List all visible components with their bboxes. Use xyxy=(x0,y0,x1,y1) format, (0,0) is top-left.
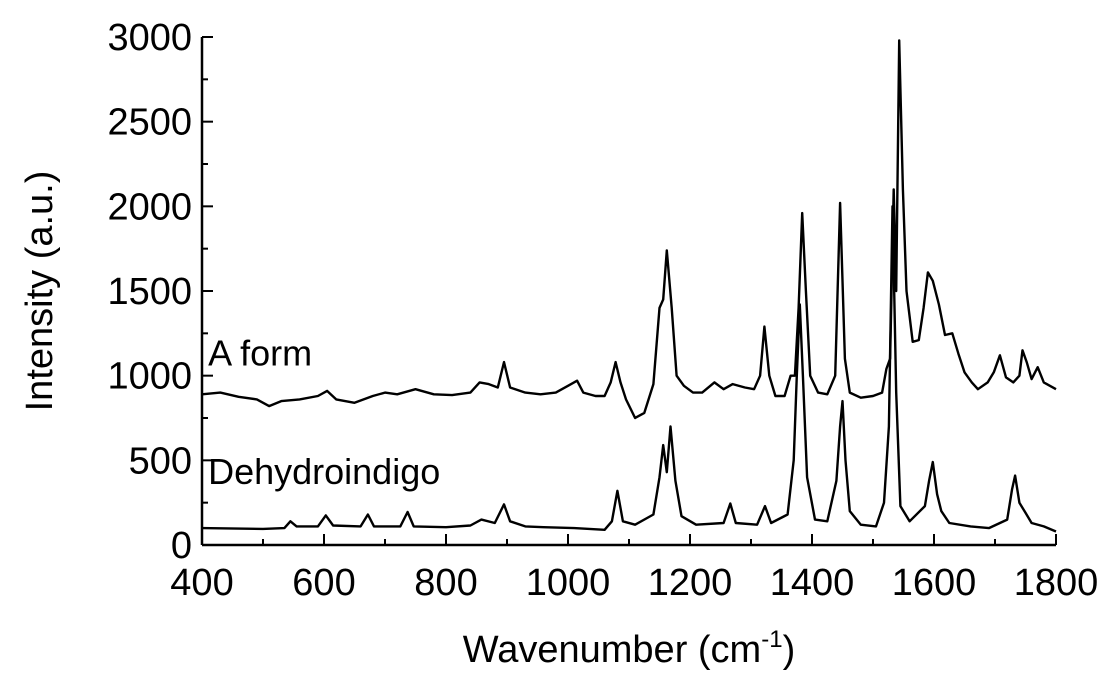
x-tick-label: 1000 xyxy=(526,562,611,604)
x-axis-ticks: 400 600 800 1000 1200 1400 1600 1800 xyxy=(170,534,1098,604)
x-tick-label: 400 xyxy=(170,562,233,604)
x-axis-title-main: Wavenumber (cm xyxy=(463,629,761,671)
x-tick-label: 1600 xyxy=(892,562,977,604)
y-tick-label: 500 xyxy=(129,440,192,482)
x-tick-label: 1400 xyxy=(770,562,855,604)
x-tick-label: 1200 xyxy=(648,562,733,604)
y-axis-title: Intensity (a.u.) xyxy=(19,171,61,412)
x-axis-title-suffix: ) xyxy=(783,629,796,671)
annotation-dehydroindigo: Dehydroindigo xyxy=(208,451,440,492)
x-axis-title: Wavenumber (cm-1) xyxy=(463,626,795,671)
x-tick-label: 800 xyxy=(414,562,477,604)
y-tick-label: 1500 xyxy=(107,271,192,313)
x-tick-label: 600 xyxy=(292,562,355,604)
y-tick-label: 2500 xyxy=(107,102,192,144)
annotation-a-form: A form xyxy=(208,333,312,374)
series-line-dehydroindigo xyxy=(201,205,1057,533)
y-axis-ticks: 0 500 1000 1500 2000 2500 3000 xyxy=(107,17,213,567)
x-tick-label: 1800 xyxy=(1014,562,1099,604)
y-tick-label: 2000 xyxy=(107,186,192,228)
series-lines xyxy=(201,39,1057,533)
y-tick-label: 1000 xyxy=(107,356,192,398)
y-tick-label: 3000 xyxy=(107,17,192,59)
y-tick-label: 0 xyxy=(171,525,192,567)
x-axis-title-superscript: -1 xyxy=(761,626,782,653)
series-line-a-form xyxy=(201,39,1057,420)
